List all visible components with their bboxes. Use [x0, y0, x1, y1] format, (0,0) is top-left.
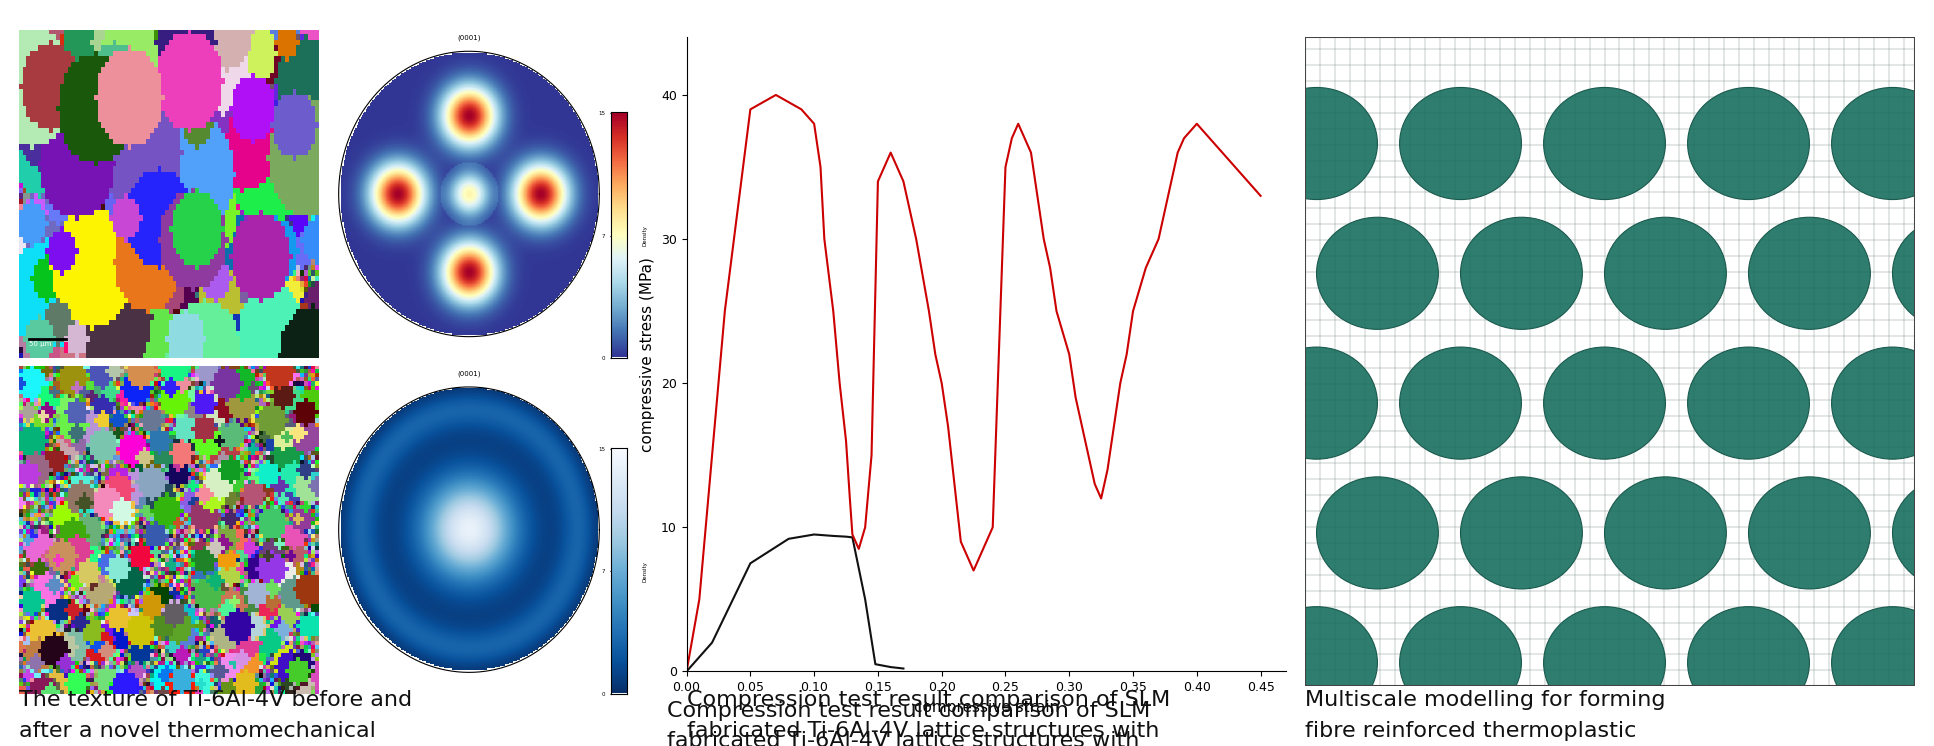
Text: Compression test result comparison of SLM
fabricated Ti-6Al-4V lattice structure: Compression test result comparison of SL… [687, 690, 1170, 746]
Y-axis label: compressive stress (MPa): compressive stress (MPa) [640, 257, 656, 452]
Ellipse shape [1893, 477, 1934, 589]
Ellipse shape [1460, 477, 1582, 589]
Text: Multiscale modelling for forming
fibre reinforced thermoplastic
composites: Multiscale modelling for forming fibre r… [1305, 690, 1665, 746]
Ellipse shape [1688, 87, 1810, 200]
Ellipse shape [1831, 87, 1934, 200]
Ellipse shape [1460, 217, 1582, 329]
Ellipse shape [1605, 477, 1727, 589]
Ellipse shape [1400, 606, 1522, 719]
Ellipse shape [1400, 347, 1522, 459]
Ellipse shape [1688, 606, 1810, 719]
Text: The texture of Ti-6Al-4V before and
after a novel thermomechanical
treatment rou: The texture of Ti-6Al-4V before and afte… [19, 690, 412, 746]
Ellipse shape [1255, 347, 1377, 459]
Ellipse shape [1831, 606, 1934, 719]
Ellipse shape [1748, 477, 1870, 589]
Ellipse shape [1317, 217, 1439, 329]
Text: Density: Density [642, 561, 648, 582]
Text: Compression test result comparison of SLM
fabricated Ti-6Al-4V lattice structure: Compression test result comparison of SL… [667, 701, 1151, 746]
Ellipse shape [1831, 347, 1934, 459]
Ellipse shape [1255, 606, 1377, 719]
Text: (0001): (0001) [456, 371, 482, 377]
Ellipse shape [1543, 87, 1665, 200]
X-axis label: compressive strain: compressive strain [913, 700, 1060, 715]
Ellipse shape [1605, 217, 1727, 329]
Ellipse shape [1400, 87, 1522, 200]
Ellipse shape [1688, 347, 1810, 459]
Ellipse shape [1893, 217, 1934, 329]
Text: (0001): (0001) [456, 35, 482, 41]
Text: 50 μm: 50 μm [29, 341, 50, 347]
Ellipse shape [1255, 87, 1377, 200]
Ellipse shape [1543, 347, 1665, 459]
Ellipse shape [1543, 606, 1665, 719]
Text: Density: Density [642, 225, 648, 246]
Ellipse shape [1317, 477, 1439, 589]
Ellipse shape [1748, 217, 1870, 329]
